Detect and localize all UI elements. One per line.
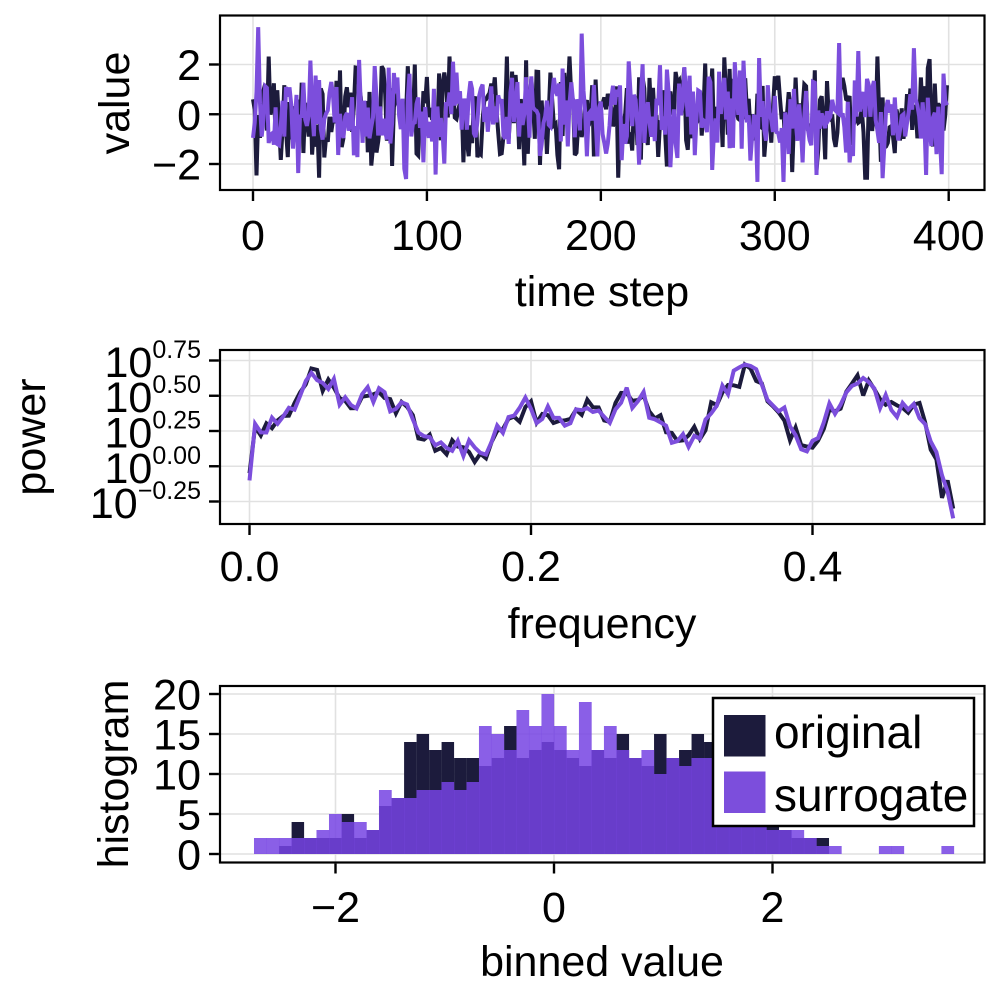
svg-text:value: value bbox=[91, 52, 139, 155]
svg-text:20: 20 bbox=[153, 672, 201, 720]
svg-text:frequency: frequency bbox=[508, 600, 697, 648]
svg-text:−2: −2 bbox=[152, 142, 201, 190]
svg-text:0: 0 bbox=[241, 212, 265, 260]
svg-text:−2: −2 bbox=[311, 884, 360, 932]
svg-text:300: 300 bbox=[739, 212, 811, 260]
svg-text:100: 100 bbox=[391, 212, 463, 260]
svg-text:2: 2 bbox=[761, 884, 785, 932]
svg-text:5: 5 bbox=[177, 792, 201, 840]
svg-text:0.4: 0.4 bbox=[783, 543, 843, 591]
svg-text:power: power bbox=[7, 378, 55, 495]
svg-text:histogram: histogram bbox=[90, 680, 138, 869]
svg-text:0: 0 bbox=[542, 884, 566, 932]
svg-text:15: 15 bbox=[153, 712, 201, 760]
svg-text:200: 200 bbox=[565, 212, 637, 260]
svg-text:0: 0 bbox=[177, 832, 201, 880]
svg-text:0: 0 bbox=[177, 92, 201, 140]
svg-text:binned value: binned value bbox=[480, 938, 724, 986]
svg-text:0.0: 0.0 bbox=[220, 543, 280, 591]
svg-text:surrogate: surrogate bbox=[774, 769, 968, 821]
svg-text:original: original bbox=[774, 706, 922, 758]
svg-text:400: 400 bbox=[913, 212, 985, 260]
svg-text:10: 10 bbox=[153, 752, 201, 800]
svg-text:0.2: 0.2 bbox=[501, 543, 561, 591]
svg-text:time step: time step bbox=[515, 268, 689, 316]
svg-text:2: 2 bbox=[177, 42, 201, 90]
